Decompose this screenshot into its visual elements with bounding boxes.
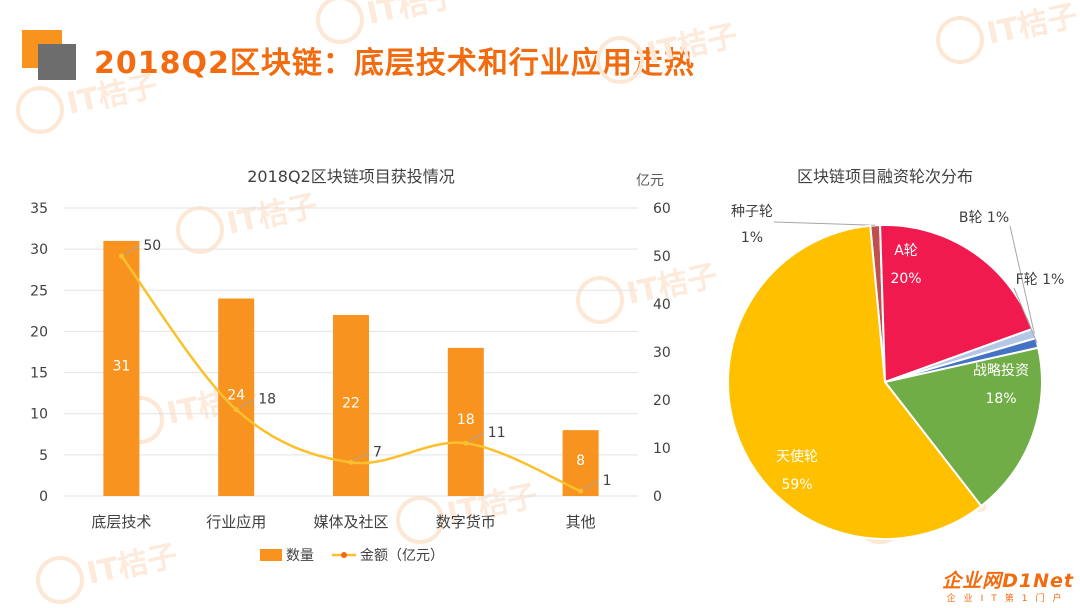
line-value-label: 1 — [603, 473, 612, 489]
y2-axis-unit-label: 亿元 — [636, 173, 664, 189]
line-value-label: 18 — [258, 392, 276, 408]
watermark-orange-icon — [596, 36, 644, 84]
y-tick-label: 20 — [30, 324, 48, 340]
y2-tick-label: 40 — [653, 297, 671, 313]
pie-slice — [727, 224, 983, 540]
watermark-orange-icon — [16, 86, 64, 134]
pie-slice-label: 种子轮 — [731, 204, 773, 220]
brand-name: 企业网D1Net — [942, 570, 1074, 592]
line-label-leader — [583, 480, 599, 490]
pie-slice-label: 战略投资 — [973, 363, 1029, 379]
y-tick-label: 15 — [30, 366, 48, 382]
y-tick-label: 35 — [30, 201, 48, 217]
pie-slice-value: 59% — [781, 477, 812, 493]
y-tick-label: 5 — [39, 448, 48, 464]
line-value-label: 50 — [143, 238, 161, 254]
y-tick-label: 30 — [30, 242, 48, 258]
bar — [447, 347, 484, 496]
y-tick-label: 25 — [30, 283, 48, 299]
line-value-label: 11 — [488, 425, 506, 441]
pie-slice-label: F轮 1% — [1016, 272, 1065, 288]
pie-label-leader — [1013, 287, 1038, 344]
legend-label: 数量 — [286, 548, 314, 564]
page-title: 2018Q2区块链：底层技术和行业应用走热 — [94, 46, 695, 81]
pie-slice-label: 天使轮 — [776, 448, 818, 465]
y2-tick-label: 50 — [653, 249, 671, 265]
pie-label-leader — [1009, 225, 1035, 334]
pie-slice-value: 1% — [741, 230, 763, 246]
watermark-orange-icon — [396, 496, 444, 544]
bar-value-label: 18 — [457, 412, 475, 428]
line-label-leader — [353, 451, 370, 461]
legend-label: 金额（亿元） — [360, 548, 444, 564]
x-tick-label: 其他 — [566, 513, 596, 531]
line-point — [118, 253, 124, 259]
x-tick-label: 媒体及社区 — [313, 513, 388, 531]
watermark-text: IT桔子 — [624, 258, 721, 311]
line-label-leader — [468, 432, 485, 442]
pie-slice-value: 18% — [985, 391, 1016, 407]
pie-chart-title: 区块链项目融资轮次分布 — [797, 167, 973, 186]
bar-value-label: 24 — [227, 387, 245, 403]
bar-value-label: 31 — [112, 358, 130, 374]
line-point — [463, 440, 469, 446]
pie-label-leader — [773, 221, 876, 226]
watermark-text: IT桔子 — [64, 68, 161, 121]
legend-swatch-marker — [341, 552, 347, 558]
x-tick-label: 行业应用 — [206, 513, 266, 531]
pie-slice-label: A轮 — [894, 243, 918, 259]
watermark-text: IT桔子 — [364, 0, 461, 32]
bar — [333, 314, 369, 496]
watermark-orange-icon — [576, 276, 624, 324]
brand-tagline: 企业IT第1门户 — [946, 594, 1070, 604]
line-point — [233, 407, 239, 413]
line-label-leader — [238, 399, 255, 409]
watermark-orange-icon — [936, 16, 984, 64]
watermark-orange-icon — [316, 0, 364, 44]
logo-mark — [22, 30, 76, 80]
y-tick-label: 0 — [39, 489, 48, 505]
watermark-text: IT桔子 — [984, 0, 1080, 52]
logo-square-gray — [38, 44, 76, 80]
line-point — [578, 488, 584, 494]
legend-swatch-bar — [260, 549, 282, 561]
brand-logo: 企业网D1Net 企业IT第1门户 — [942, 566, 1074, 604]
bar-value-label: 8 — [576, 453, 585, 469]
y2-tick-label: 0 — [653, 489, 662, 505]
watermark-orange-icon — [176, 206, 224, 254]
bar — [103, 240, 140, 496]
watermark-text: IT桔子 — [224, 188, 321, 241]
bar-chart-title: 2018Q2区块链项目获投情况 — [247, 167, 455, 186]
pie-slice — [883, 346, 1043, 508]
line-label-leader — [124, 245, 140, 255]
pie-slice-value: 20% — [890, 271, 921, 287]
line-point — [348, 459, 354, 465]
y2-tick-label: 20 — [653, 393, 671, 409]
x-tick-label: 数字货币 — [436, 513, 496, 531]
line-value-label: 7 — [373, 444, 382, 460]
pie-slice — [879, 224, 1035, 384]
x-tick-label: 底层技术 — [91, 513, 151, 531]
watermark-text: IT桔子 — [84, 538, 181, 591]
y-tick-label: 10 — [30, 407, 48, 423]
watermark-text: IT桔子 — [644, 18, 741, 71]
y2-tick-label: 30 — [653, 345, 671, 361]
pie-slice-label: B轮 1% — [959, 210, 1009, 226]
watermark-orange-icon — [36, 556, 84, 604]
bar-value-label: 22 — [342, 395, 360, 411]
y2-tick-label: 60 — [653, 201, 671, 217]
y2-tick-label: 10 — [653, 441, 671, 457]
